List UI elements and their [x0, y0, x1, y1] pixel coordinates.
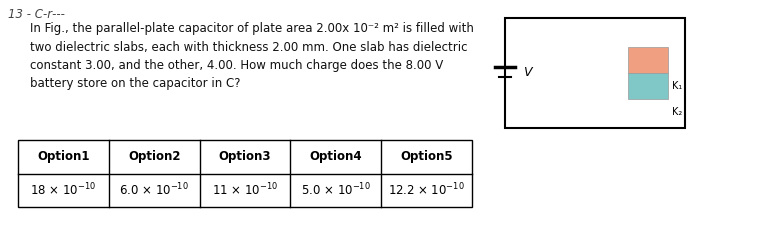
Text: V: V [523, 66, 531, 80]
Bar [628, 73, 668, 99]
Text: 11 × 10$^{-10}$: 11 × 10$^{-10}$ [212, 182, 278, 199]
Text: 13 - C‑r‑‑‑: 13 - C‑r‑‑‑ [8, 8, 65, 21]
Bar [505, 18, 685, 128]
Text: Option2: Option2 [128, 150, 180, 163]
Text: Option1: Option1 [37, 150, 90, 163]
Text: Option5: Option5 [400, 150, 453, 163]
Bar [628, 47, 668, 73]
Text: Option4: Option4 [310, 150, 362, 163]
Bar [18, 140, 472, 207]
Text: 5.0 × 10$^{-10}$: 5.0 × 10$^{-10}$ [301, 182, 371, 199]
Text: K₁: K₁ [672, 81, 682, 91]
Text: 18 × 10$^{-10}$: 18 × 10$^{-10}$ [31, 182, 97, 199]
Text: In Fig., the parallel-plate capacitor of plate area 2.00x 10⁻² m² is filled with: In Fig., the parallel-plate capacitor of… [30, 22, 474, 91]
Text: Option3: Option3 [219, 150, 271, 163]
Text: K₂: K₂ [672, 107, 682, 117]
Text: 12.2 × 10$^{-10}$: 12.2 × 10$^{-10}$ [389, 182, 465, 199]
Text: 6.0 × 10$^{-10}$: 6.0 × 10$^{-10}$ [119, 182, 189, 199]
